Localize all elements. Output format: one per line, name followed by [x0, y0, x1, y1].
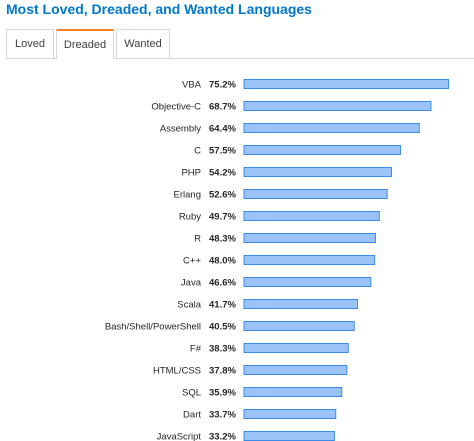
value-label: 54.2% [209, 168, 236, 179]
bar [243, 79, 450, 89]
category-label: Java [181, 278, 202, 289]
category-label: Scala [177, 300, 201, 311]
category-label: C++ [183, 256, 201, 267]
value-label: 46.6% [209, 278, 236, 289]
bar [243, 189, 388, 199]
value-label: 33.7% [209, 410, 236, 421]
category-label: Objective-C [151, 102, 201, 113]
category-label: Dart [183, 410, 201, 421]
category-label: Assembly [160, 124, 201, 135]
value-label: 68.7% [209, 102, 236, 113]
value-label: 49.7% [209, 212, 236, 223]
category-label: SQL [182, 388, 201, 399]
category-label: JavaScript [157, 432, 202, 441]
value-label: 52.6% [209, 190, 236, 201]
bar [243, 211, 380, 221]
value-label: 48.3% [209, 234, 236, 245]
value-label: 41.7% [209, 300, 236, 311]
bar [243, 101, 432, 111]
value-label: 38.3% [209, 344, 236, 355]
value-label: 37.8% [209, 366, 236, 377]
category-label: Erlang [174, 190, 201, 201]
value-label: 75.2% [209, 80, 236, 91]
tab-loved[interactable]: Loved [6, 29, 54, 58]
value-label: 40.5% [209, 322, 236, 333]
bar [243, 321, 355, 331]
bar [243, 409, 337, 419]
category-label: VBA [182, 80, 202, 91]
category-label: PHP [181, 168, 201, 179]
category-label: R [194, 234, 201, 245]
bar [243, 167, 393, 177]
value-label: 57.5% [209, 146, 236, 157]
value-label: 64.4% [209, 124, 236, 135]
value-label: 48.0% [209, 256, 236, 267]
bar [243, 255, 376, 265]
category-label: Ruby [179, 212, 201, 223]
category-label: HTML/CSS [153, 366, 201, 377]
tab-dreaded[interactable]: Dreaded [56, 29, 114, 59]
bar [243, 145, 401, 155]
category-label: Bash/Shell/PowerShell [105, 322, 201, 333]
category-label: F# [190, 344, 202, 355]
bar [243, 365, 348, 375]
value-label: 35.9% [209, 388, 236, 399]
tab-wanted[interactable]: Wanted [116, 29, 170, 58]
tabs-divider [6, 58, 474, 59]
bar [243, 343, 349, 353]
bar [243, 387, 343, 397]
bar [243, 299, 358, 309]
value-label: 33.2% [209, 432, 236, 441]
category-label: C [194, 146, 201, 157]
bar [243, 233, 376, 243]
bar [243, 431, 335, 441]
chart-title: Most Loved, Dreaded, and Wanted Language… [6, 1, 312, 17]
bar [243, 123, 420, 133]
bar [243, 277, 372, 287]
